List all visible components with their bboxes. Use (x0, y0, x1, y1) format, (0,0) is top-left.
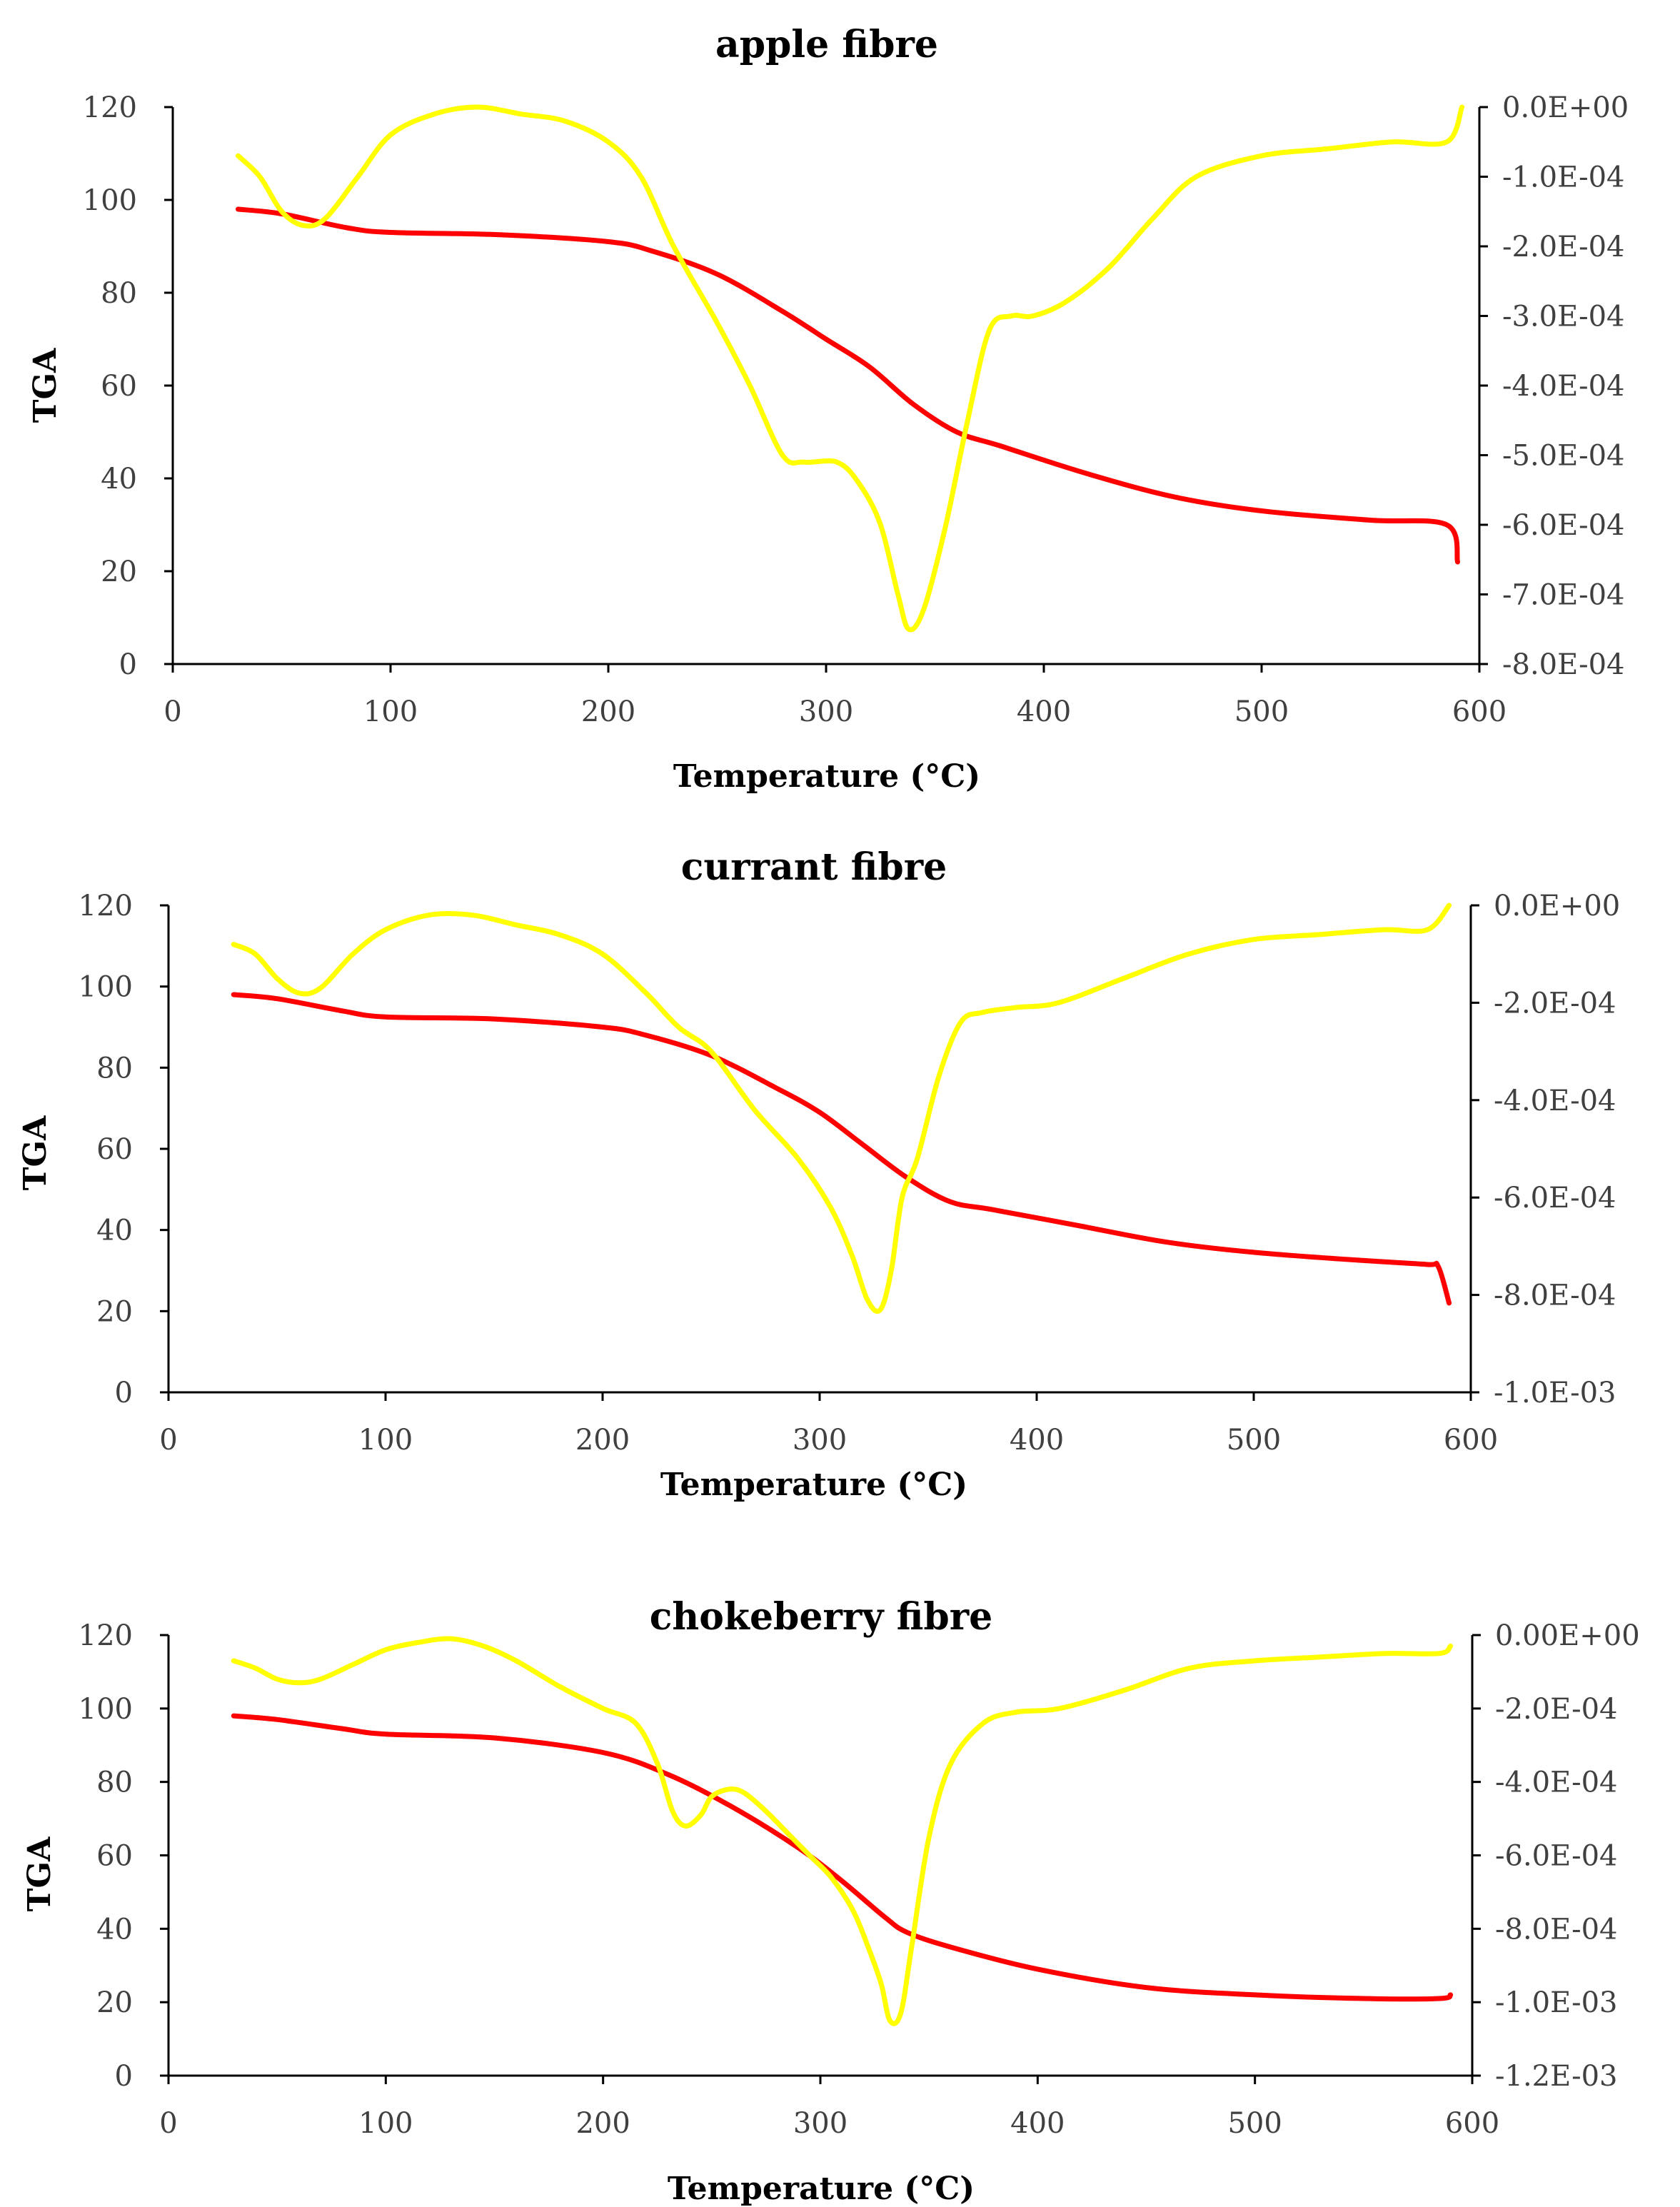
y-tick-label: 80 (96, 1766, 133, 1799)
y2-tick-label: 0.00E+00 (1495, 1619, 1640, 1652)
y2-tick-label: -4.0E-04 (1495, 1766, 1617, 1799)
chart-title: currant fibre (681, 845, 947, 889)
series-line-tga (231, 1713, 1454, 2002)
x-tick-label: 400 (1010, 1424, 1064, 1457)
series-line-dtg (231, 1636, 1454, 2026)
y-tick-label: 100 (83, 184, 137, 217)
chart-title: chokeberry fibre (650, 1595, 992, 1639)
y-tick-label: 60 (101, 370, 137, 403)
x-tick-label: 100 (363, 695, 418, 728)
y-tick-label: 40 (96, 1215, 133, 1247)
y2-tick-label: -2.0E-04 (1502, 231, 1624, 263)
x-tick-label: 600 (1452, 695, 1507, 728)
y-tick-label: 0 (115, 1377, 133, 1409)
x-tick-label: 500 (1227, 2107, 1282, 2140)
y2-tick-label: -2.0E-04 (1494, 987, 1616, 1020)
x-axis-label: Temperature (°C) (660, 1467, 967, 1503)
x-tick-label: 500 (1227, 1424, 1281, 1457)
y-tick-label: 60 (96, 1133, 133, 1166)
y-axis-label: TGA (27, 348, 64, 423)
y2-tick-label: -1.0E-03 (1495, 1986, 1617, 2019)
y2-tick-label: -4.0E-04 (1502, 370, 1624, 403)
y-tick-label: 40 (96, 1913, 133, 1946)
y-axis-label: TGA (17, 1115, 54, 1190)
x-tick-label: 400 (1017, 695, 1071, 728)
x-tick-label: 500 (1234, 695, 1289, 728)
y-tick-label: 0 (115, 2060, 133, 2093)
x-axis-label: Temperature (°C) (668, 2171, 975, 2207)
y2-tick-label: -8.0E-04 (1495, 1913, 1617, 1946)
panel-apple-fibre: apple fibre Temperature (°C) TGA 0 100 200… (27, 23, 1629, 795)
y2-tick-label: -6.0E-04 (1495, 1840, 1617, 1873)
x-tick-label: 200 (575, 1424, 630, 1457)
y-tick-label: 40 (101, 463, 137, 496)
y2-tick-label: -8.0E-04 (1502, 648, 1624, 681)
y-tick-label: 100 (79, 1693, 133, 1726)
y2-tick-label: -5.0E-04 (1502, 440, 1624, 473)
panel-chokeberry-fibre: chokeberry fibre Temperature (°C) TGA 0 1… (21, 1595, 1640, 2207)
y-axis-label: TGA (21, 1836, 58, 1911)
y-tick-label: 120 (79, 1619, 133, 1652)
x-tick-label: 0 (164, 695, 181, 728)
y-tick-label: 80 (101, 277, 137, 310)
y2-tick-label: -1.2E-03 (1495, 2060, 1617, 2093)
x-tick-label: 600 (1445, 2107, 1499, 2140)
x-tick-label: 400 (1010, 2107, 1065, 2140)
x-tick-label: 300 (793, 2107, 847, 2140)
y2-tick-label: 0.0E+00 (1494, 890, 1620, 922)
y2-tick-label: -3.0E-04 (1502, 301, 1624, 333)
x-tick-label: 600 (1444, 1424, 1498, 1457)
x-tick-label: 100 (358, 1424, 413, 1457)
x-tick-label: 0 (159, 1424, 177, 1457)
y2-tick-label: -4.0E-04 (1494, 1085, 1616, 1117)
series-line-tga (231, 992, 1452, 1306)
y2-tick-label: -1.0E-04 (1502, 161, 1624, 194)
y2-tick-label: -6.0E-04 (1502, 509, 1624, 542)
y2-tick-label: -2.0E-04 (1495, 1693, 1617, 1726)
series-line-dtg (231, 903, 1452, 1314)
y-tick-label: 0 (119, 648, 137, 681)
x-tick-label: 200 (581, 695, 635, 728)
series-line-dtg (236, 104, 1465, 633)
x-tick-label: 0 (159, 2107, 177, 2140)
y-tick-label: 120 (83, 91, 137, 124)
y2-tick-label: -6.0E-04 (1494, 1182, 1616, 1215)
x-tick-label: 300 (799, 695, 853, 728)
x-tick-label: 200 (575, 2107, 630, 2140)
x-axis-label: Temperature (°C) (673, 758, 980, 795)
y2-tick-label: -8.0E-04 (1494, 1280, 1616, 1312)
y-tick-label: 20 (96, 1295, 133, 1328)
x-tick-label: 300 (793, 1424, 847, 1457)
panel-currant-fibre: currant fibre Temperature (°C) TGA 0 100 2… (17, 845, 1620, 1503)
y2-tick-label: -1.0E-03 (1494, 1377, 1616, 1409)
x-tick-label: 100 (358, 2107, 413, 2140)
y-tick-label: 80 (96, 1052, 133, 1085)
y-tick-label: 60 (96, 1840, 133, 1873)
y-tick-label: 120 (79, 890, 133, 922)
y-tick-label: 20 (96, 1986, 133, 2019)
series-line-tga (236, 206, 1460, 565)
chart-title: apple fibre (715, 23, 938, 66)
y2-tick-label: -7.0E-04 (1502, 579, 1624, 612)
y-tick-label: 20 (101, 555, 137, 588)
y-tick-label: 100 (79, 971, 133, 1004)
y2-tick-label: 0.0E+00 (1502, 91, 1629, 124)
